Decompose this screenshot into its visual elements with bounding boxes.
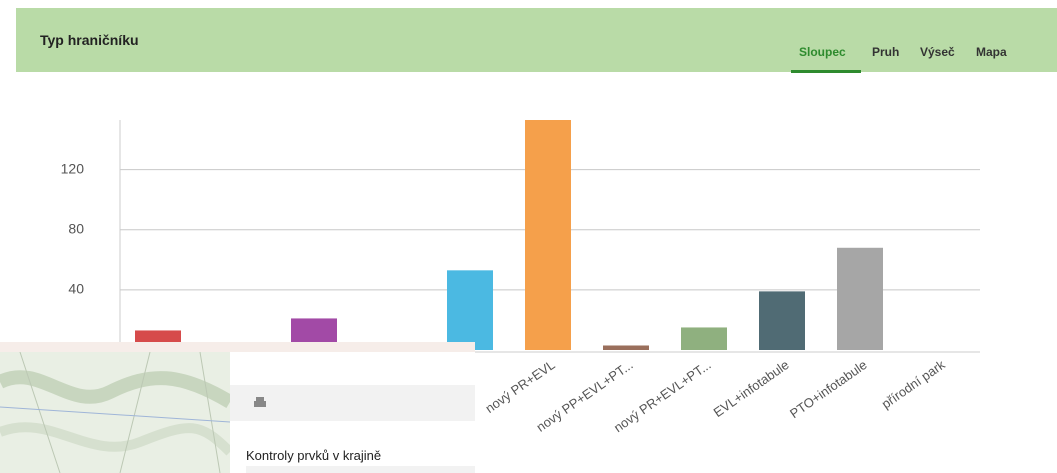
panel-strip <box>0 342 475 352</box>
overlay-panel: Kontroly prvků v krajině <box>0 342 475 473</box>
bar <box>681 327 727 350</box>
bar <box>603 345 649 350</box>
tab[interactable]: Mapa <box>976 45 1007 59</box>
bar <box>759 291 805 350</box>
bar <box>837 247 883 350</box>
header: Typ hraničníku Sloupec Pruh Výseč Mapa <box>16 8 1057 73</box>
panel-title: Kontroly prvků v krajině <box>246 448 382 463</box>
tab[interactable]: Pruh <box>872 45 900 59</box>
tab[interactable]: Sloupec <box>799 45 846 59</box>
toolbar <box>230 385 475 421</box>
print-icon[interactable] <box>251 393 271 413</box>
y-tick-label: 40 <box>68 281 84 297</box>
y-tick-label: 80 <box>68 220 84 236</box>
card-title: Typ hraničníku <box>40 32 139 48</box>
bar <box>447 270 493 350</box>
x-tick-label: EVL+infotabule <box>711 357 792 420</box>
y-tick-label: 120 <box>61 160 85 176</box>
map-thumbnail <box>0 352 230 473</box>
panel-band <box>246 466 475 473</box>
x-tick-label: nový PR+EVL <box>482 357 557 416</box>
x-tick-label: přírodní park <box>879 357 948 412</box>
active-tab-underline <box>791 70 861 73</box>
x-tick-label: PTO+infotabule <box>787 357 870 421</box>
tab[interactable]: Výseč <box>920 45 955 59</box>
bar <box>525 120 571 350</box>
